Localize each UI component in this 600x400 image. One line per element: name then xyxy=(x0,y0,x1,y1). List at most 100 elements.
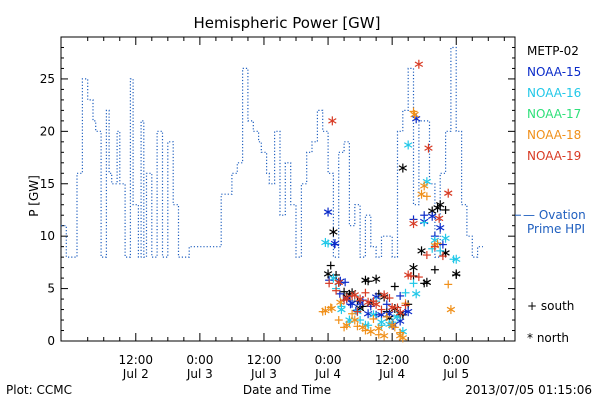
north-point xyxy=(358,322,367,332)
north-point xyxy=(355,294,365,304)
x-tick-time-label: 0:00 xyxy=(443,353,470,367)
north-point xyxy=(328,116,337,126)
north-point xyxy=(330,239,340,249)
north-point xyxy=(377,317,386,327)
legend-entry: NOAA-15 xyxy=(527,65,581,79)
north-point xyxy=(327,304,336,314)
south-point xyxy=(353,307,362,316)
north-point xyxy=(395,308,405,318)
north-point xyxy=(361,275,370,285)
south-point xyxy=(401,288,410,297)
north-point xyxy=(403,307,413,317)
south-point xyxy=(340,287,349,296)
north-point xyxy=(323,269,333,279)
north-point xyxy=(366,327,375,337)
south-point xyxy=(420,218,429,227)
north-point xyxy=(329,227,338,237)
south-point xyxy=(422,251,431,260)
y-axis-label: P [GW] xyxy=(27,175,41,217)
legend-entry: NOAA-17 xyxy=(527,107,581,121)
legend-entry: NOAA-19 xyxy=(527,149,581,163)
south-point xyxy=(438,252,447,261)
north-point xyxy=(417,189,426,199)
y-tick-label: 25 xyxy=(40,72,55,86)
north-point xyxy=(422,277,432,287)
north-point xyxy=(436,223,445,233)
north-point xyxy=(410,110,419,120)
south-point xyxy=(382,300,391,309)
north-point xyxy=(414,59,424,69)
south-point xyxy=(401,301,410,310)
y-tick-label: 5 xyxy=(47,282,55,296)
north-point xyxy=(342,293,351,303)
y-tick-label: 10 xyxy=(40,229,55,243)
north-point xyxy=(374,323,383,333)
ovation-label-line1: — Ovation xyxy=(523,208,586,222)
north-point xyxy=(342,320,351,330)
north-point xyxy=(409,263,418,273)
satellite-points xyxy=(318,59,461,343)
north-point xyxy=(371,299,381,309)
y-tick-label: 20 xyxy=(40,124,55,138)
north-point xyxy=(398,163,408,173)
ovation-label-line2: Prime HPI xyxy=(527,222,585,236)
north-point xyxy=(334,277,343,287)
south-point xyxy=(390,282,399,291)
north-point xyxy=(420,181,429,191)
south-point xyxy=(332,286,341,295)
north-point xyxy=(371,274,381,284)
y-tick-label: 0 xyxy=(47,334,55,348)
north-symbol-legend: * north xyxy=(527,331,569,345)
south-point xyxy=(444,280,453,289)
footer-timestamp: 2013/07/05 01:15:06 xyxy=(465,383,592,397)
north-point xyxy=(446,305,456,315)
legend: METP-02 NOAA-15 NOAA-16 NOAA-17 NOAA-18 NOAA-… xyxy=(527,44,581,163)
south-point xyxy=(438,240,447,249)
ovation-prime-line xyxy=(61,46,483,258)
north-point xyxy=(428,211,437,221)
north-point xyxy=(337,305,346,315)
south-point xyxy=(414,273,423,282)
north-point xyxy=(436,200,445,210)
footer-left: Plot: CCMC xyxy=(6,383,72,397)
north-point xyxy=(329,273,338,283)
north-point xyxy=(379,331,389,341)
legend-entry: METP-02 xyxy=(527,44,579,58)
x-tick-time-label: 12:00 xyxy=(375,353,410,367)
north-point xyxy=(350,315,359,325)
north-point xyxy=(403,270,413,280)
x-tick-time-label: 0:00 xyxy=(186,353,213,367)
north-point xyxy=(434,213,444,223)
south-point xyxy=(348,309,357,318)
south-point xyxy=(385,294,394,303)
x-tick-date-label: Jul 4 xyxy=(314,367,341,381)
north-point xyxy=(321,306,330,316)
legend-entry: NOAA-16 xyxy=(527,86,581,100)
north-point xyxy=(363,297,373,307)
south-point xyxy=(396,291,405,300)
x-tick-date-label: Jul 4 xyxy=(378,367,405,381)
south-point xyxy=(382,312,391,321)
x-tick-time-label: 0:00 xyxy=(315,353,342,367)
south-point xyxy=(393,303,402,312)
x-tick-date-label: Jul 5 xyxy=(442,367,469,381)
x-tick-time-label: 12:00 xyxy=(247,353,282,367)
legend-entry: NOAA-18 xyxy=(527,128,581,142)
chart-title: Hemispheric Power [GW] xyxy=(194,14,381,32)
north-point xyxy=(387,302,397,312)
plot-frame xyxy=(60,36,516,342)
south-point xyxy=(361,288,370,297)
north-point xyxy=(441,233,450,243)
x-axis-label: Date and Time xyxy=(243,383,331,397)
south-symbol-legend: + south xyxy=(527,299,574,313)
south-point xyxy=(377,305,386,314)
south-point xyxy=(441,205,450,214)
north-point xyxy=(323,207,333,217)
x-tick-time-label: 12:00 xyxy=(118,353,153,367)
north-point xyxy=(424,143,433,153)
ovation-prime-series xyxy=(61,46,521,258)
north-point xyxy=(347,298,357,308)
south-point xyxy=(356,316,365,325)
north-point xyxy=(363,309,373,319)
